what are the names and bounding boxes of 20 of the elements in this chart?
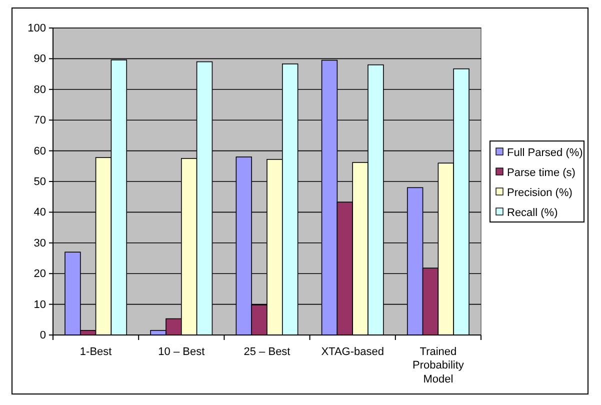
x-tick-label: 10 – Best xyxy=(158,346,205,358)
y-tick-label: 30 xyxy=(34,237,46,250)
y-tick-label: 90 xyxy=(34,53,46,66)
legend-label: Parse time (s) xyxy=(507,167,576,179)
y-tick-label: 60 xyxy=(34,145,46,158)
legend-label: Precision (%) xyxy=(507,187,572,199)
x-tick-label: 1-Best xyxy=(80,346,112,358)
y-tick-label: 40 xyxy=(34,206,46,219)
legend-label: Full Parsed (%) xyxy=(507,147,583,159)
y-tick-label: 70 xyxy=(34,114,46,127)
x-tick-label: 25 – Best xyxy=(244,346,290,358)
legend-label: Recall (%) xyxy=(507,207,558,219)
y-tick-label: 0 xyxy=(40,330,46,342)
y-tick-label: 20 xyxy=(34,268,46,280)
y-tick-label: 100 xyxy=(28,22,46,35)
x-tick-label: Trained Probability Model xyxy=(412,346,464,386)
y-tick-label: 50 xyxy=(34,176,46,188)
y-tick-label: 10 xyxy=(34,298,46,311)
x-tick-label: XTAG-based xyxy=(321,346,384,358)
y-tick-label: 80 xyxy=(34,84,46,96)
